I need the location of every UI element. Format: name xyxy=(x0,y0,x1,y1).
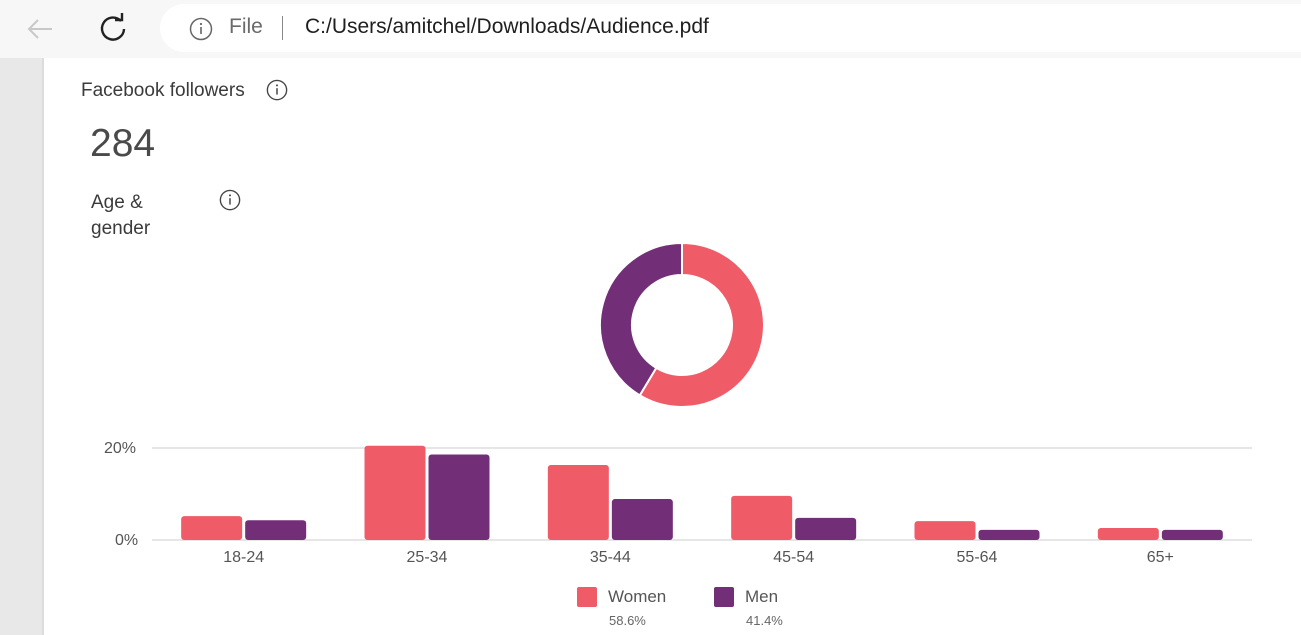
gender-donut-chart xyxy=(599,241,765,408)
scheme-label: File xyxy=(229,15,263,38)
donut-slice-women xyxy=(638,241,765,408)
arrow-left-icon xyxy=(27,19,52,39)
legend-swatch-women xyxy=(577,587,597,607)
info-circle-icon xyxy=(189,17,213,41)
x-tick-18-24: 18-24 xyxy=(223,549,265,566)
address-separator xyxy=(282,16,283,40)
address-bar[interactable] xyxy=(160,4,1301,52)
legend-pct-men: 41.4% xyxy=(746,613,783,628)
url-text[interactable]: C:/Users/amitchel/Downloads/Audience.pdf xyxy=(305,15,709,38)
reload-button[interactable] xyxy=(97,12,129,44)
age-gender-info-button[interactable] xyxy=(219,189,241,211)
followers-info-button[interactable] xyxy=(266,79,288,101)
legend-swatch-men xyxy=(714,587,734,607)
pdf-left-margin xyxy=(0,58,44,635)
legend-label-men: Men xyxy=(745,587,779,606)
age-gender-title: Age & gender xyxy=(91,192,151,239)
info-circle-icon xyxy=(266,79,288,101)
followers-count: 284 xyxy=(90,122,156,165)
site-info-button[interactable] xyxy=(189,17,213,41)
followers-title: Facebook followers xyxy=(81,80,245,101)
y-tick-20: 20% xyxy=(104,440,137,457)
x-tick-35-44: 35-44 xyxy=(589,549,631,566)
x-tick-25-34: 25-34 xyxy=(406,549,448,566)
legend-label-women: Women xyxy=(608,587,667,606)
y-tick-0: 0% xyxy=(115,532,139,549)
back-button[interactable] xyxy=(24,13,56,45)
browser-toolbar: File C:/Users/amitchel/Downloads/Audienc… xyxy=(0,0,1301,58)
x-tick-55-64: 55-64 xyxy=(956,549,998,566)
reload-icon xyxy=(100,13,126,41)
x-tick-45-54: 45-54 xyxy=(773,549,815,566)
legend-pct-women: 58.6% xyxy=(609,613,646,628)
info-circle-icon xyxy=(219,189,241,211)
donut-slice-men xyxy=(599,241,683,397)
x-tick-65+: 65+ xyxy=(1146,549,1174,566)
